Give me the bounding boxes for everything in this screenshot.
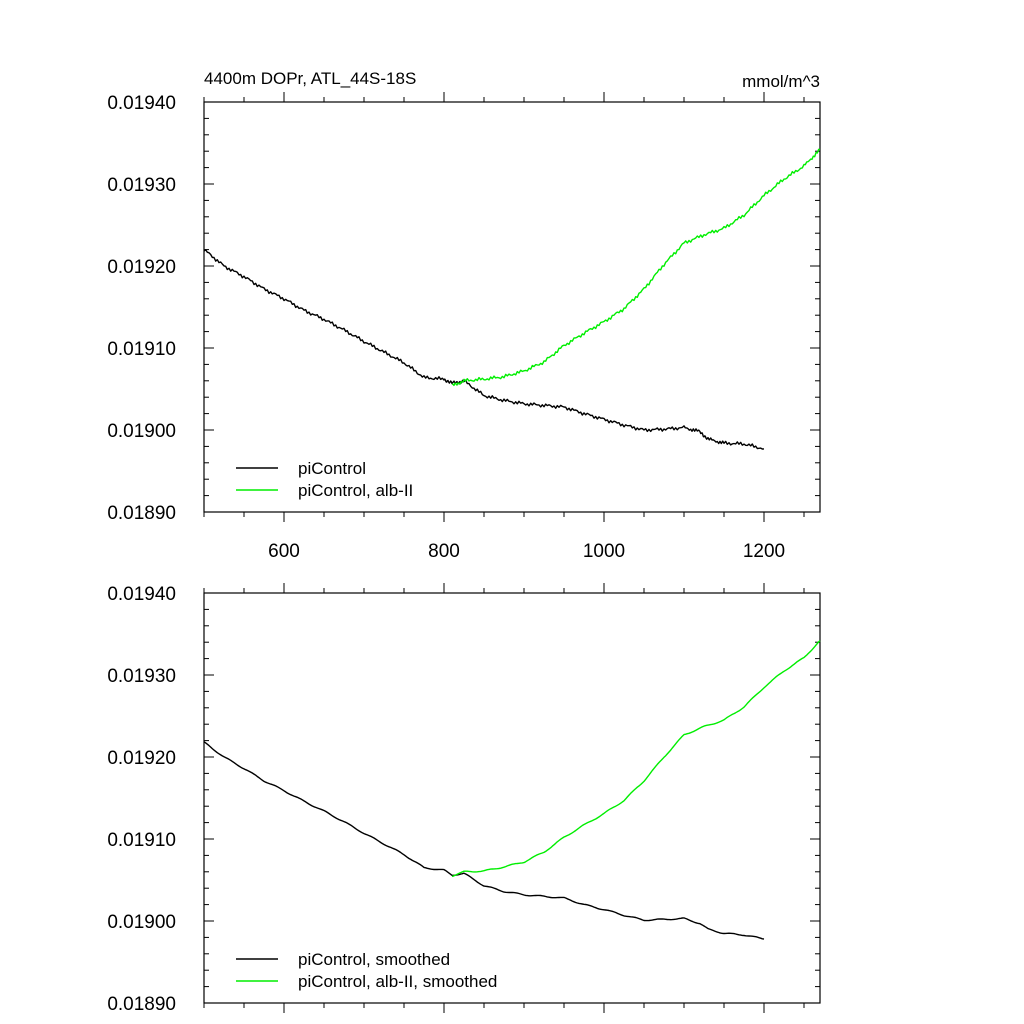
x-tick-label: 800 — [428, 541, 460, 562]
legend-label: piControl, alb-II, smoothed — [298, 972, 497, 991]
y-tick-label: 0.01920 — [107, 257, 176, 278]
y-tick-label: 0.01900 — [107, 421, 176, 442]
series-line-picontrol — [203, 248, 765, 450]
series-line-picontrol — [203, 741, 765, 940]
plot-frame — [203, 592, 821, 1004]
plot-frame — [203, 101, 821, 513]
bottom-panel: 0.01940 0.01930 0.01920 0.01910 0.01900 0.018… — [107, 583, 821, 1015]
legend-label: piControl, smoothed — [298, 950, 450, 969]
y-tick-label: 0.01890 — [107, 503, 176, 524]
y-tick-label: 0.01930 — [107, 175, 176, 196]
y-tick-label: 0.01910 — [107, 339, 176, 360]
units-label: mmol/m^3 — [742, 72, 820, 91]
y-tick-label: 0.01890 — [107, 994, 176, 1015]
x-tick-label: 1000 — [583, 541, 625, 562]
x-tick-label: 600 — [268, 541, 300, 562]
y-tick-label: 0.01900 — [107, 912, 176, 933]
x-tick-label: 1200 — [743, 541, 785, 562]
y-tick-label: 0.01920 — [107, 748, 176, 769]
series-line-picontrol-alb-ii — [451, 640, 821, 878]
y-tick-label: 0.01910 — [107, 830, 176, 851]
series-line-picontrol-alb-ii — [451, 148, 821, 387]
legend-label: piControl, alb-II — [298, 481, 413, 500]
legend-label: piControl — [298, 459, 366, 478]
y-tick-label: 0.01940 — [107, 93, 176, 114]
y-tick-label: 0.01940 — [107, 584, 176, 605]
top-panel: 0.01940 0.01930 0.01920 0.01910 0.01900 0.018… — [107, 92, 821, 562]
y-tick-label: 0.01930 — [107, 666, 176, 687]
figure-title: 4400m DOPr, ATL_44S-18S — [204, 69, 416, 88]
